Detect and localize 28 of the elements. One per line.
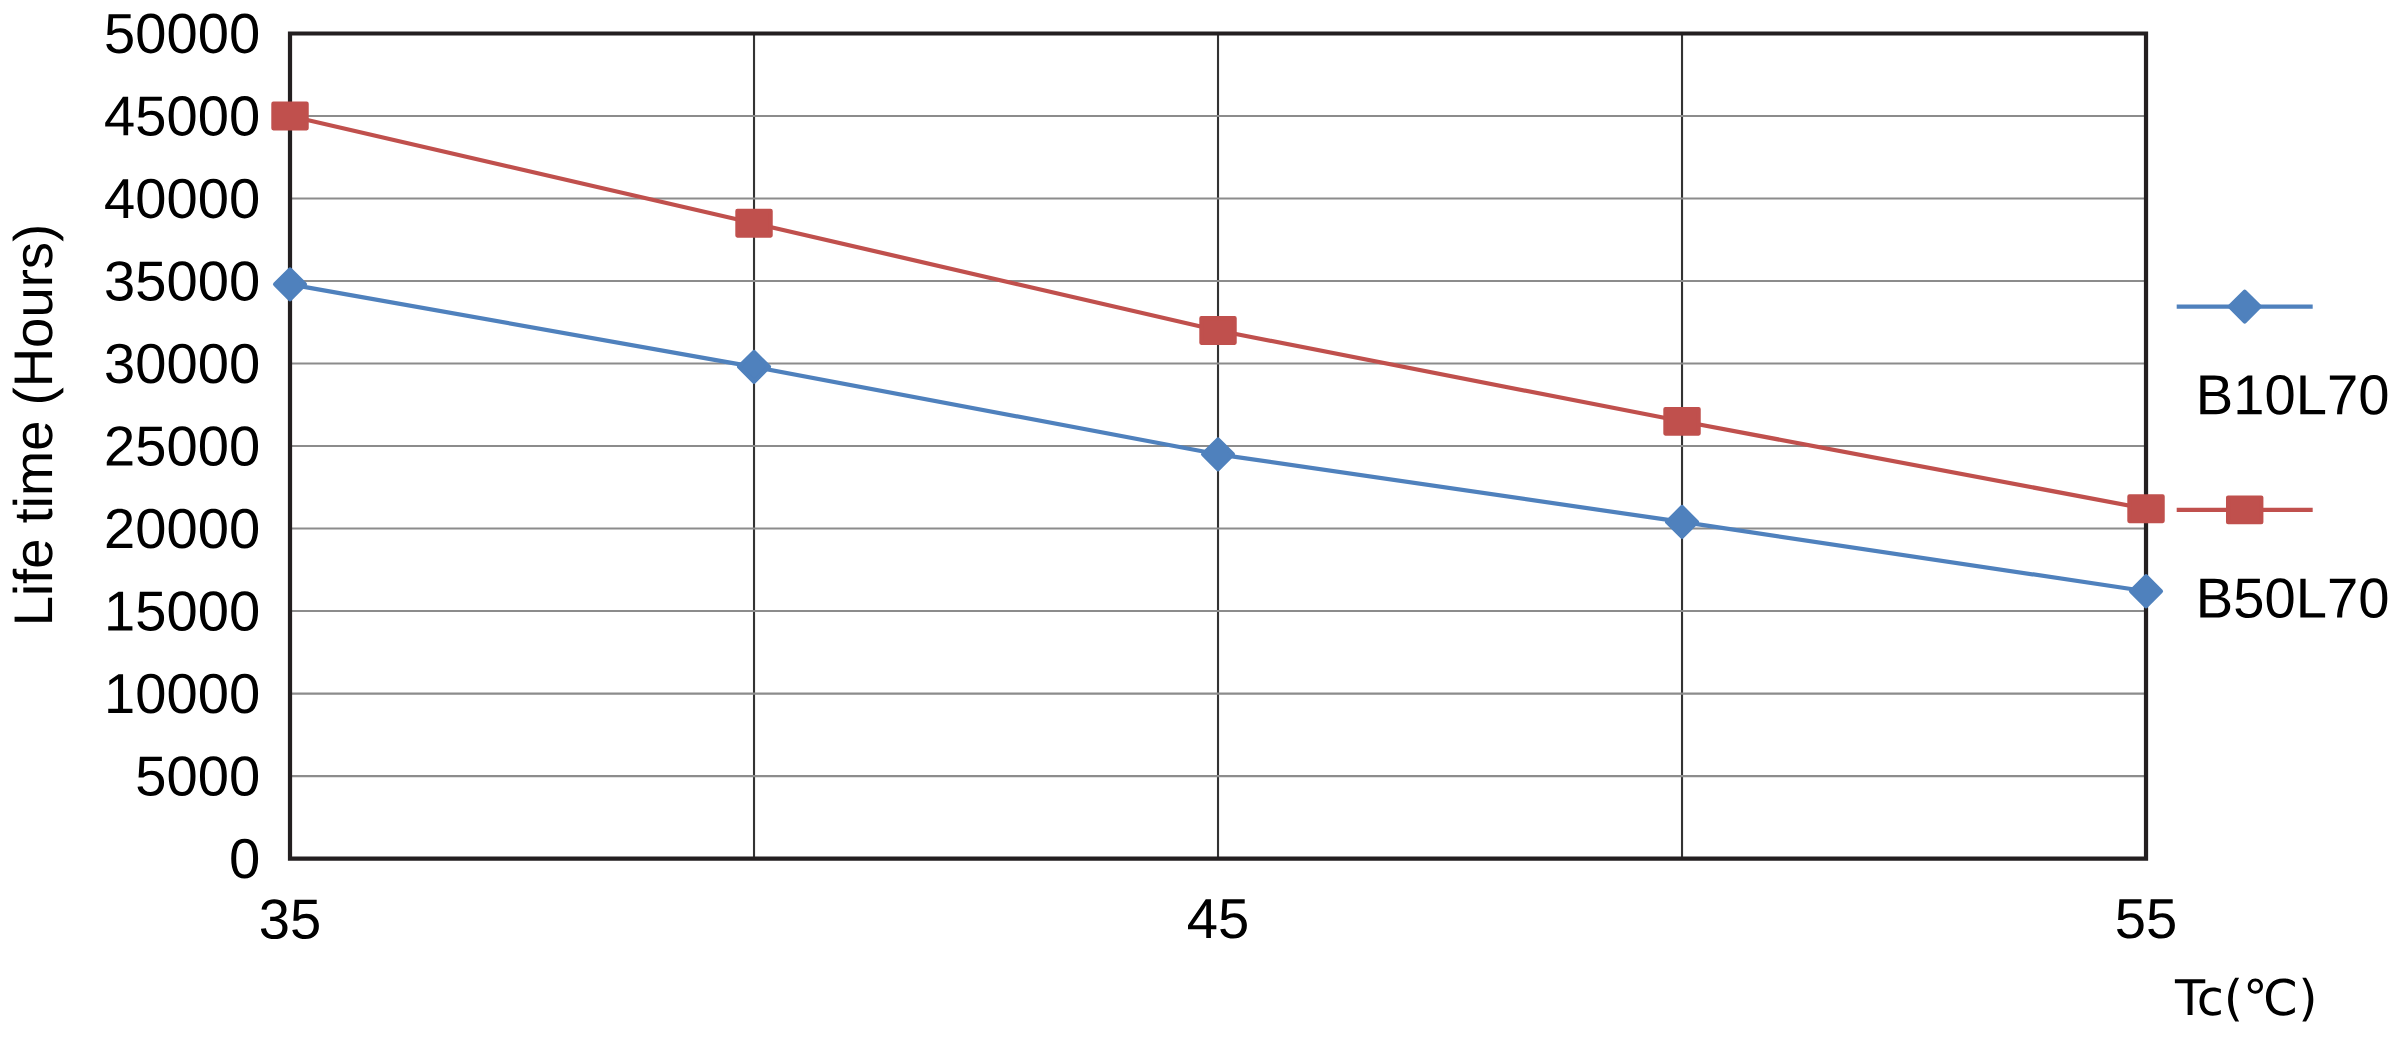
y-tick-label: 25000 <box>106 426 259 466</box>
point <box>1663 406 1701 436</box>
x-tick-label: 35 <box>260 899 319 940</box>
point <box>737 349 772 384</box>
point <box>2127 494 2165 524</box>
point <box>1200 437 1236 472</box>
x-tick-label: 45 <box>1188 899 1247 939</box>
y-axis-title: Life time (Hours) <box>12 227 64 622</box>
y-tick-label: 10000 <box>108 673 259 714</box>
y-tick-label: 35000 <box>106 261 259 301</box>
y-tick-label: 45000 <box>105 96 259 136</box>
x-axis-title: Tc(℃) <box>2174 977 2314 1022</box>
point <box>1199 316 1237 345</box>
point <box>1665 504 1700 539</box>
y-tick-label: 40000 <box>105 178 259 219</box>
point <box>735 208 773 238</box>
y-tick-label: 15000 <box>108 591 259 631</box>
point <box>2129 574 2164 609</box>
x-tick-label: 55 <box>2117 899 2175 939</box>
y-tick-label: 20000 <box>106 508 259 549</box>
point <box>272 267 308 302</box>
y-tick-label: 50000 <box>106 13 259 54</box>
point <box>271 101 309 131</box>
legend-label: B50L70 <box>2200 578 2388 619</box>
legend-label: B10L70 <box>2200 374 2388 415</box>
y-tick-label: 30000 <box>106 343 259 384</box>
y-tick-label: 5000 <box>137 756 259 796</box>
y-tick-label: 0 <box>231 838 259 879</box>
